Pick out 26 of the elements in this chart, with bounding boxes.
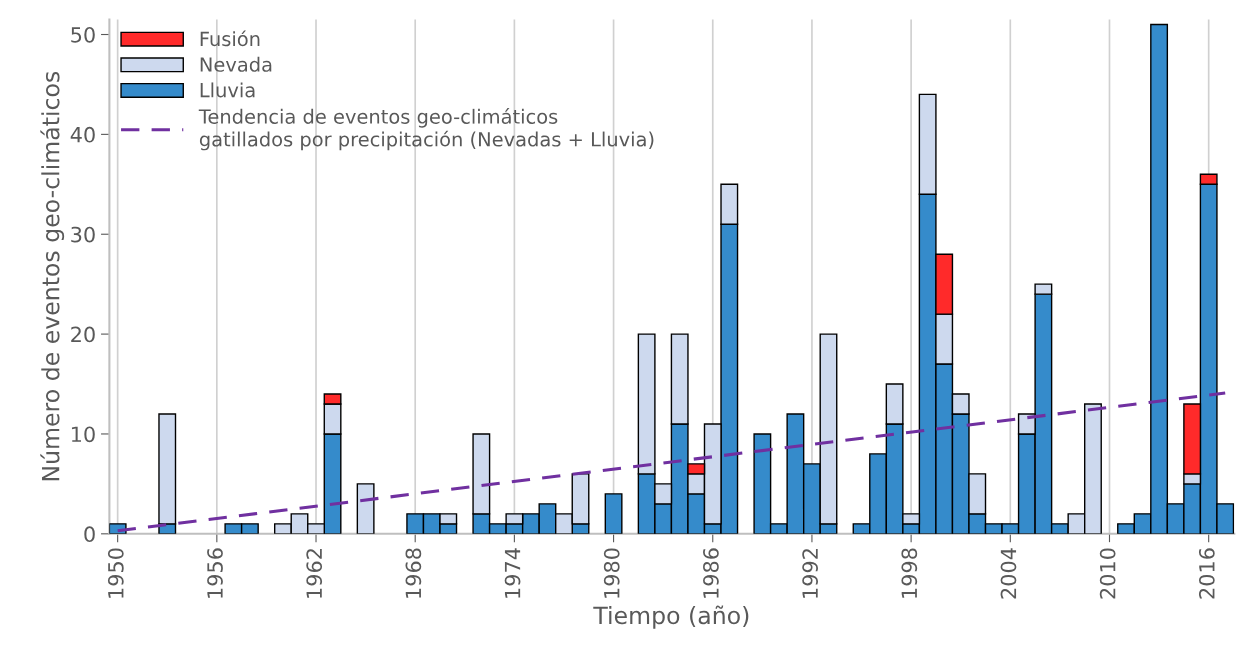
bar [604,493,623,534]
y-tick-label: 0 [84,526,95,543]
legend-label: Tendencia de eventos geo-climáticos gatillados por precipitación (Nevadas + Lluvia) [198,108,654,151]
y-tick-label: 40 [70,126,95,143]
x-tick-label: 1956 [207,548,223,598]
bar [356,483,375,534]
y-tick-label: 20 [71,326,95,343]
y-axis-title: Número de eventos geo-climáticos [40,71,65,481]
x-tick-label: 1950 [107,548,124,598]
legend-label: Fusión [200,30,260,47]
x-tick-label: 2004 [1000,548,1017,599]
x-tick-label: 1968 [405,548,422,598]
x-tick-label: 1980 [603,548,620,598]
x-tick-label: 2016 [1198,548,1215,599]
x-tick-label: 1962 [306,549,323,598]
x-tick-label: 1992 [802,549,818,598]
y-tick-label: 50 [71,26,95,43]
x-tick-label: 1986 [703,548,719,598]
x-tick-label: 1998 [901,548,918,598]
x-tick-label: 2010 [1099,548,1116,599]
y-tick-label: 10 [71,426,95,443]
x-axis-title: Tiempo (año) [593,605,749,629]
x-tick-label: 1974 [504,548,521,598]
legend-label: Nevada [200,56,272,72]
legend-label: Lluvia [200,82,255,98]
y-tick-label: 30 [71,226,95,243]
